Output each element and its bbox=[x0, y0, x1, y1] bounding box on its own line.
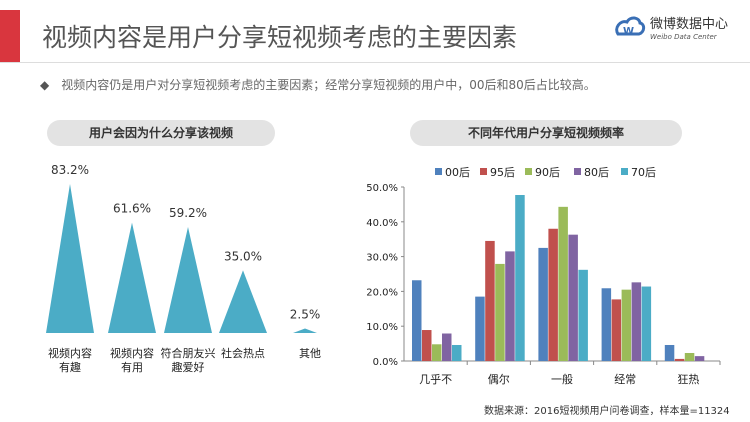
bar bbox=[684, 352, 695, 361]
bar bbox=[611, 299, 622, 361]
legend-label: 90后 bbox=[535, 166, 560, 179]
legend-label: 00后 bbox=[445, 166, 470, 179]
category-label: 有趣 bbox=[59, 360, 81, 374]
bar bbox=[538, 247, 548, 361]
logo-text: 微博数据中心 bbox=[650, 17, 728, 32]
data-label: 2.5% bbox=[290, 308, 321, 322]
legend-label: 95后 bbox=[490, 166, 515, 179]
bullet-icon: ◆ bbox=[40, 78, 50, 92]
category-label: 趣爱好 bbox=[172, 360, 205, 374]
left-chart: 83.2%视频内容有趣61.6%视频内容有用59.2%符合朋友兴趣爱好35.0%… bbox=[46, 163, 321, 374]
bar bbox=[601, 288, 612, 361]
category-label: 符合朋友兴 bbox=[161, 346, 216, 360]
bar bbox=[674, 358, 685, 361]
legend-label: 70后 bbox=[631, 166, 656, 179]
page-title: 视频内容是用户分享短视频考虑的主要因素 bbox=[42, 23, 518, 52]
title-accent-bar bbox=[0, 10, 20, 62]
bar bbox=[495, 263, 505, 361]
y-tick-label: 20.0% bbox=[366, 287, 398, 298]
bar bbox=[412, 280, 422, 361]
bar bbox=[621, 289, 632, 361]
bar bbox=[548, 228, 558, 361]
data-label: 59.2% bbox=[169, 206, 207, 220]
summary-text: 视频内容仍是用户对分享短视频考虑的主要因素；经常分享短视频的用户中，00后和80… bbox=[61, 78, 596, 92]
category-label: 有用 bbox=[121, 360, 143, 374]
y-tick-label: 40.0% bbox=[366, 218, 398, 229]
legend-swatch bbox=[525, 168, 532, 175]
legend-swatch bbox=[574, 168, 581, 175]
right-chart: 0.0% 10.0% 20.0% 30.0% 40.0% 50.0% 几乎不 偶尔 一般 经常 狂热… bbox=[366, 166, 721, 386]
triangle-bar bbox=[108, 222, 156, 333]
data-label: 83.2% bbox=[51, 163, 89, 177]
x-tick-label: 狂热 bbox=[677, 373, 699, 386]
y-tick-label: 10.0% bbox=[366, 322, 398, 333]
bar bbox=[694, 356, 705, 361]
right-chart-title: 不同年代用户分享短视频频率 bbox=[410, 120, 682, 146]
legend-swatch bbox=[435, 168, 442, 175]
divider bbox=[0, 62, 750, 63]
x-tick-label: 几乎不 bbox=[419, 373, 452, 386]
data-source: 数据来源：2016短视频用户问卷调查，样本量=11324 bbox=[484, 406, 730, 417]
bar bbox=[432, 344, 442, 361]
legend-swatch bbox=[621, 168, 628, 175]
triangle-bar bbox=[164, 226, 212, 333]
data-label: 35.0% bbox=[224, 249, 262, 263]
y-tick-label: 50.0% bbox=[366, 183, 398, 194]
bar bbox=[485, 240, 495, 361]
category-label: 视频内容 bbox=[110, 346, 154, 360]
x-tick-label: 经常 bbox=[614, 373, 636, 386]
category-label: 社会热点 bbox=[221, 346, 265, 360]
bar bbox=[442, 333, 452, 361]
y-tick-label: 0.0% bbox=[373, 357, 398, 368]
logo-subtext: Weibo Data Center bbox=[650, 33, 718, 41]
bar bbox=[641, 286, 652, 361]
bar bbox=[475, 296, 485, 361]
legend-swatch bbox=[480, 168, 487, 175]
summary-line: ◆ 视频内容仍是用户对分享短视频考虑的主要因素；经常分享短视频的用户中，00后和8… bbox=[40, 76, 596, 93]
category-label: 其他 bbox=[299, 347, 321, 360]
bar bbox=[422, 330, 432, 361]
bar bbox=[664, 344, 675, 361]
bar bbox=[631, 282, 642, 361]
triangle-bar bbox=[46, 184, 94, 333]
bar bbox=[515, 195, 525, 361]
bar bbox=[452, 344, 462, 361]
category-label: 视频内容 bbox=[48, 346, 92, 360]
x-tick-label: 一般 bbox=[551, 373, 573, 386]
x-tick-label: 偶尔 bbox=[488, 373, 510, 386]
y-tick-label: 30.0% bbox=[366, 253, 398, 264]
data-label: 61.6% bbox=[113, 202, 151, 216]
bar bbox=[505, 251, 515, 361]
triangle-bar bbox=[293, 328, 317, 333]
triangle-bar bbox=[219, 270, 267, 333]
svg-text:W: W bbox=[623, 26, 634, 37]
weibo-logo: W 微博数据中心 Weibo Data Center bbox=[612, 12, 742, 44]
bar bbox=[568, 234, 578, 361]
bar bbox=[558, 206, 568, 361]
left-chart-title: 用户会因为什么分享该视频 bbox=[47, 120, 275, 146]
bar bbox=[578, 269, 588, 361]
legend-label: 80后 bbox=[584, 166, 609, 179]
